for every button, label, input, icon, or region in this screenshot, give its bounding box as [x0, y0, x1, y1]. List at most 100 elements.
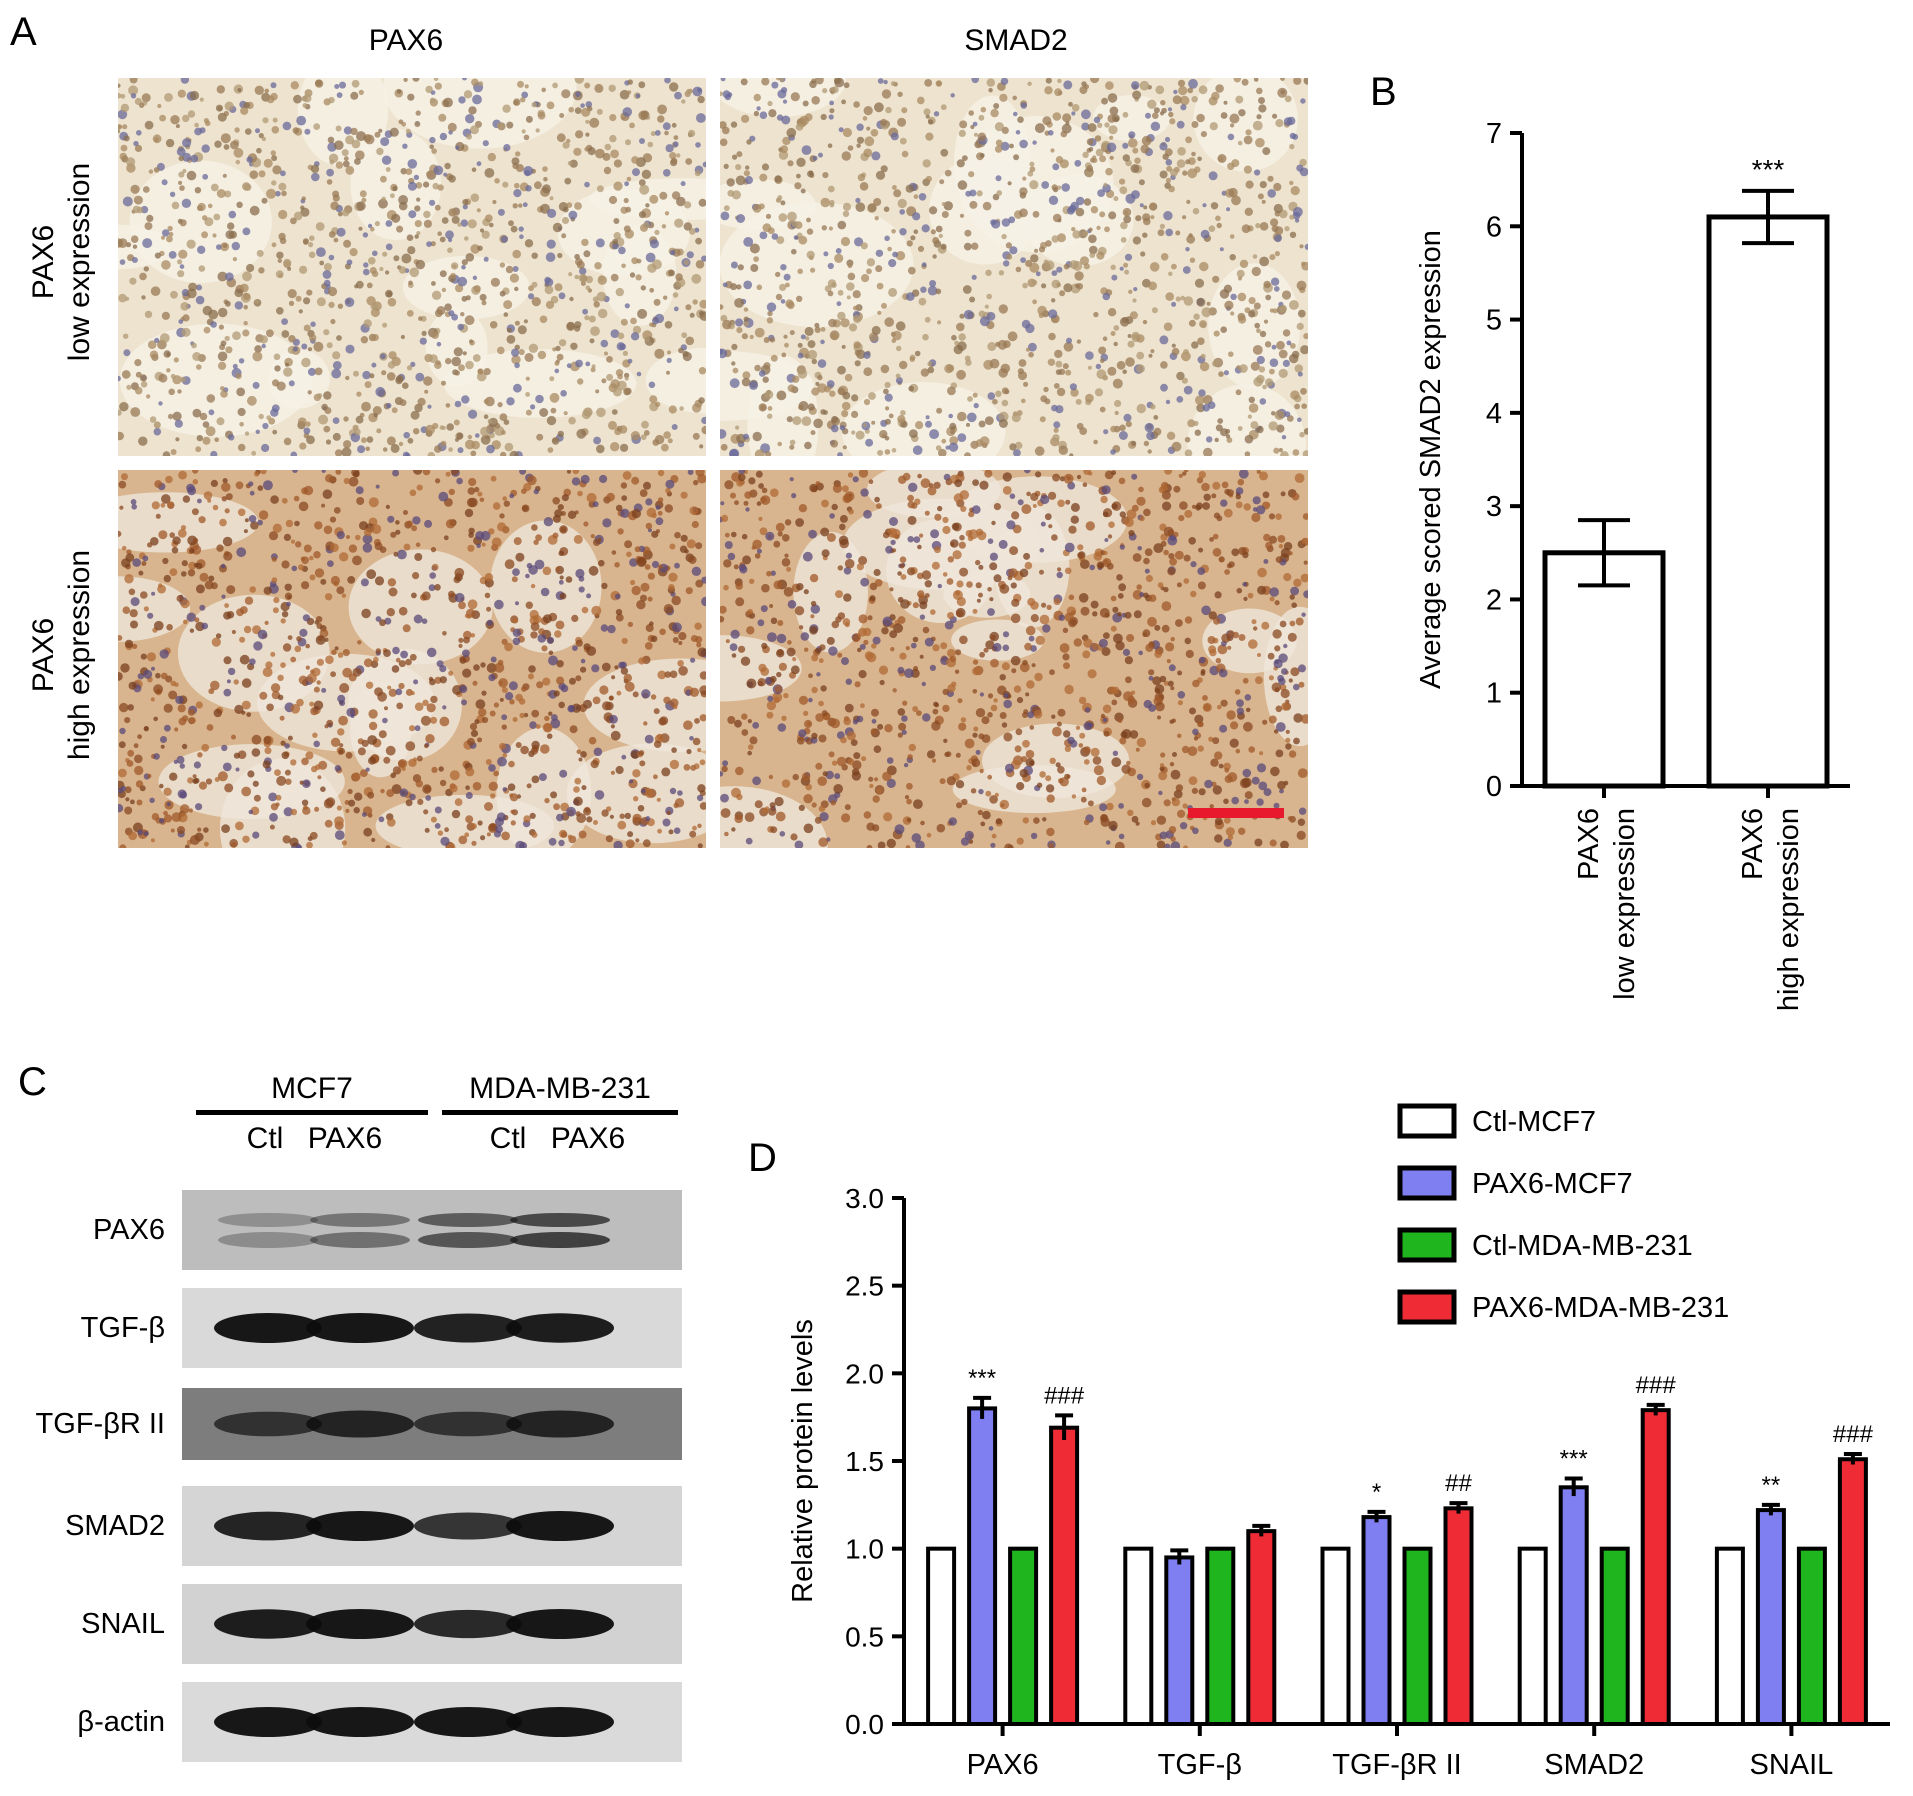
cell-nucleus: [1273, 447, 1280, 454]
cell-nucleus: [203, 326, 211, 334]
cell-nucleus: [912, 212, 921, 221]
cell-nucleus: [638, 81, 646, 89]
cell-nucleus: [395, 657, 401, 663]
cell-nucleus: [1094, 135, 1102, 142]
cell-nucleus: [1088, 227, 1093, 232]
cell-nucleus: [292, 127, 299, 134]
cell-nucleus: [892, 251, 898, 258]
cell-nucleus: [960, 717, 967, 723]
cell-nucleus: [1128, 530, 1135, 537]
cell-nucleus: [1256, 763, 1267, 773]
cell-nucleus: [560, 802, 569, 812]
cell-nucleus: [1132, 553, 1142, 562]
cell-nucleus: [842, 485, 849, 493]
cell-nucleus: [266, 188, 277, 199]
cell-nucleus: [640, 285, 646, 291]
cell-nucleus: [657, 510, 663, 516]
col-title-pax6: PAX6: [368, 24, 444, 57]
cell-nucleus: [1010, 613, 1021, 624]
cell-nucleus: [685, 304, 692, 311]
cell-nucleus: [177, 389, 182, 394]
cell-nucleus: [182, 152, 192, 162]
cell-nucleus: [778, 213, 788, 222]
cell-nucleus: [915, 421, 924, 430]
cell-nucleus: [570, 342, 578, 350]
cell-nucleus: [430, 241, 436, 247]
cell-nucleus: [1263, 533, 1271, 542]
cell-nucleus: [1265, 378, 1274, 387]
cell-nucleus: [753, 93, 761, 102]
cell-nucleus: [659, 716, 669, 725]
cell-nucleus: [808, 697, 813, 703]
cell-nucleus: [754, 553, 761, 559]
cell-nucleus: [653, 774, 658, 780]
cell-nucleus: [244, 431, 250, 436]
cell-nucleus: [896, 345, 902, 352]
cell-nucleus: [1014, 441, 1023, 450]
cell-nucleus: [767, 310, 773, 317]
cell-nucleus: [293, 94, 302, 104]
cell-nucleus: [413, 174, 420, 181]
cell-nucleus: [1302, 513, 1308, 520]
cell-nucleus: [855, 202, 866, 212]
cell-nucleus: [858, 670, 867, 679]
cell-nucleus: [213, 708, 222, 718]
cell-nucleus: [393, 255, 400, 262]
cell-nucleus: [189, 835, 200, 845]
cell-nucleus: [1267, 652, 1275, 660]
cell-nucleus: [545, 300, 555, 309]
cell-nucleus: [1174, 550, 1184, 560]
cell-nucleus: [888, 287, 898, 297]
cell-nucleus: [823, 251, 829, 257]
cell-nucleus: [742, 371, 751, 380]
cell-nucleus: [1020, 102, 1027, 109]
cell-nucleus: [692, 86, 703, 97]
cell-nucleus: [820, 409, 826, 415]
cell-nucleus: [258, 510, 269, 520]
cell-nucleus: [382, 447, 388, 452]
cell-nucleus: [182, 495, 191, 503]
cell-nucleus: [1203, 493, 1211, 501]
cell-nucleus: [1168, 111, 1174, 118]
cell-nucleus: [787, 640, 792, 645]
cell-nucleus: [243, 625, 252, 634]
cell-nucleus: [585, 132, 590, 137]
cell-nucleus: [287, 289, 297, 299]
cell-nucleus: [1142, 629, 1151, 638]
cell-nucleus: [699, 759, 706, 766]
cell-nucleus: [506, 397, 515, 406]
cell-nucleus: [271, 126, 280, 134]
cell-nucleus: [1096, 775, 1107, 786]
cell-nucleus: [736, 151, 743, 158]
cell-nucleus: [514, 320, 520, 326]
cell-nucleus: [323, 263, 332, 271]
cell-nucleus: [323, 425, 331, 433]
cell-nucleus: [237, 88, 242, 92]
cell-nucleus: [1303, 590, 1308, 599]
cell-nucleus: [796, 232, 803, 239]
cell-nucleus: [1177, 733, 1182, 738]
cell-nucleus: [669, 249, 676, 256]
cell-nucleus: [1244, 434, 1254, 444]
cell-nucleus: [121, 473, 128, 481]
cell-nucleus: [275, 190, 281, 197]
cell-nucleus: [1245, 707, 1251, 713]
cell-nucleus: [1001, 233, 1007, 240]
micrograph-pax6-high: [118, 470, 706, 848]
cell-nucleus: [535, 128, 540, 133]
cell-nucleus: [608, 84, 616, 92]
cell-nucleus: [134, 754, 143, 764]
cell-nucleus: [632, 813, 642, 824]
cell-nucleus: [1269, 368, 1275, 375]
cell-nucleus: [237, 443, 246, 452]
cell-nucleus: [380, 788, 385, 794]
cell-nucleus: [126, 157, 136, 167]
cell-nucleus: [1301, 612, 1306, 617]
cell-nucleus: [458, 601, 466, 610]
cell-nucleus: [1237, 426, 1243, 431]
cell-nucleus: [987, 538, 994, 544]
cell-nucleus: [269, 824, 275, 830]
cell-nucleus: [468, 106, 477, 115]
cell-nucleus: [1022, 176, 1027, 181]
cell-nucleus: [897, 117, 907, 127]
